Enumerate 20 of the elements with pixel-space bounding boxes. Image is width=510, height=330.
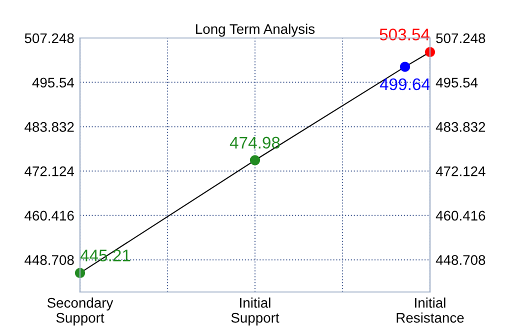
data-label: 499.64 [380, 78, 430, 90]
data-label: 474.98 [230, 136, 280, 149]
y-tick-label: 483.832 [24, 122, 74, 132]
point [250, 155, 260, 166]
y2-tick-label: 507.248 [436, 33, 486, 44]
y-tick-label: 472.124 [24, 166, 74, 176]
y-tick-label: 495.54 [32, 78, 74, 88]
y2-tick-label: 472.124 [436, 166, 486, 176]
y2-tick-label: 460.416 [436, 210, 486, 221]
x-tick-label: Initial Resistance [396, 298, 464, 323]
chart-title: Long Term Analysis [196, 24, 315, 37]
y-tick-label: 448.708 [24, 255, 74, 265]
y-tick-label: 507.248 [24, 33, 74, 44]
y2-tick-label: 483.832 [436, 122, 486, 132]
y-tick-label: 460.416 [24, 210, 74, 221]
x-tick-label: Secondary Support [47, 298, 114, 326]
y2-tick-label: 495.54 [436, 78, 478, 88]
point [400, 62, 410, 72]
y2-tick-label: 448.708 [436, 255, 486, 265]
x-tick-label: Initial Support [231, 298, 280, 326]
